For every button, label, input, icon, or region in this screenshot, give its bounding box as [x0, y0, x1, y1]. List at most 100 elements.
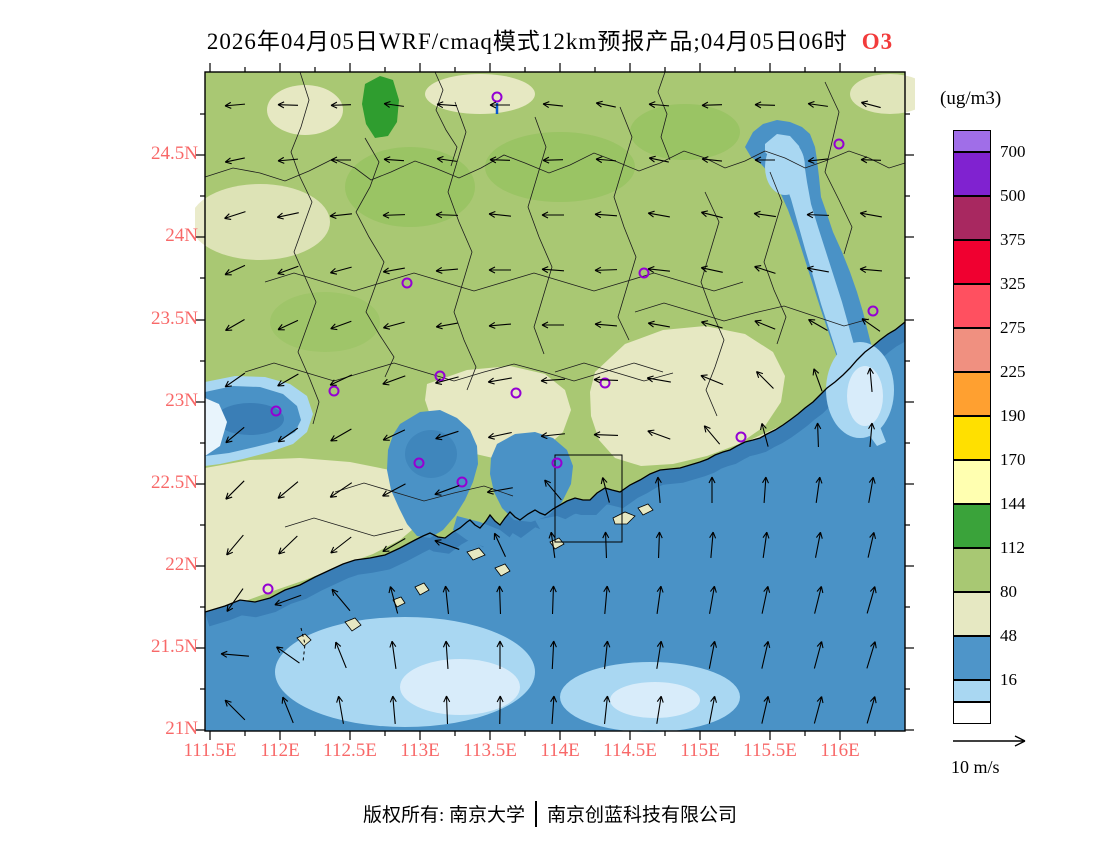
wind-arrow-icon [277, 481, 299, 499]
wind-arrow-icon [224, 372, 246, 388]
wind-arrow-icon [435, 376, 459, 385]
wind-arrow-icon [656, 640, 664, 669]
wind-arrow-icon [226, 534, 244, 556]
wind-arrow-icon [330, 428, 352, 442]
wind-arrow-icon [487, 431, 512, 440]
wind-arrow-icon [493, 532, 506, 558]
lat-label: 23N [165, 390, 198, 411]
lon-label: 114.5E [603, 740, 657, 761]
station-marker-icon [638, 267, 650, 279]
colorbar-value: 190 [1000, 406, 1026, 425]
station-marker-icon [599, 377, 611, 389]
contour-fill [765, 139, 805, 195]
wind-arrow-icon [330, 266, 352, 275]
wind-arrow-icon [542, 101, 564, 109]
colorbar-box [953, 504, 991, 548]
colorbar-value: 112 [1000, 538, 1025, 557]
colorbar-unit-label: (ug/m3) [940, 88, 1002, 109]
colorbar-box [953, 328, 991, 372]
wind-arrow-icon [708, 640, 718, 669]
colorbar-value: 16 [1000, 670, 1017, 689]
wind-arrow-icon [594, 266, 618, 274]
colorbar-value: 225 [1000, 362, 1026, 381]
station-marker-icon [413, 457, 425, 469]
wind-arrow-icon [489, 101, 510, 109]
wind-arrow-icon [487, 377, 512, 385]
wind-arrow-icon [703, 425, 721, 445]
wind-arrow-icon [544, 479, 562, 501]
wind-arrow-icon [700, 265, 723, 273]
station-marker-icon [434, 370, 446, 382]
colorbar-box [953, 372, 991, 416]
wind-arrow-icon [442, 640, 450, 670]
wind-arrow-icon [434, 539, 460, 550]
wind-arrow-icon [220, 650, 249, 658]
wind-arrow-icon [277, 427, 299, 443]
contour-fill [425, 74, 535, 114]
admin-boundary-line [434, 71, 458, 167]
wind-arrow-icon [708, 476, 716, 503]
colorbar-box [953, 548, 991, 592]
wind-arrow-icon [488, 321, 512, 329]
wind-arrow-icon [813, 696, 824, 724]
wind-arrow-icon [278, 535, 298, 555]
wind-arrow-icon [868, 422, 876, 448]
wind-arrow-icon [488, 210, 511, 218]
wind-arrow-icon [754, 101, 776, 109]
wind-arrow-icon [329, 482, 353, 498]
wind-arrow-icon [435, 322, 458, 330]
lat-label: 23.5N [151, 308, 198, 329]
wind-arrow-icon [760, 423, 769, 447]
admin-boundary-line [284, 517, 404, 537]
wind-arrow-icon [860, 100, 881, 109]
wind-arrow-icon [807, 156, 829, 164]
station-marker-icon [510, 387, 522, 399]
wind-arrow-icon [224, 157, 245, 165]
colorbar-box [953, 460, 991, 504]
contour-fill [535, 516, 577, 542]
wind-arrow-icon [382, 483, 406, 497]
page-title: 2026年04月05日WRF/cmaq模式12km预报产品;04月05日06时 O… [0, 22, 1100, 56]
wind-arrow-icon [594, 211, 618, 219]
colorbar-value: 48 [1000, 626, 1017, 645]
wind-arrow-icon [806, 211, 830, 219]
contour-fill [610, 682, 700, 718]
station-marker-icon [833, 138, 845, 150]
admin-boundary-line [657, 71, 671, 161]
wind-arrow-icon [277, 265, 299, 276]
wind-arrow-icon [336, 695, 344, 724]
wind-arrow-icon [224, 211, 246, 220]
wind-arrow-icon [815, 476, 823, 503]
wind-arrow-icon [388, 586, 399, 614]
wind-arrow-icon [540, 432, 565, 440]
wind-arrow-icon [435, 430, 459, 441]
wind-arrow-icon [761, 585, 771, 614]
wind-arrow-icon [224, 264, 246, 276]
contour-fill [400, 659, 520, 715]
lon-label: 113E [400, 740, 440, 761]
wind-arrow-icon [225, 426, 245, 444]
island-outline [414, 582, 430, 596]
wind-arrow-icon [277, 319, 299, 331]
wind-arrow-icon [330, 156, 351, 164]
wind-arrow-icon [331, 588, 351, 612]
title-text: 2026年04月05日WRF/cmaq模式12km预报产品;04月05日06时 [206, 29, 848, 54]
admin-boundary-line [700, 191, 725, 417]
lon-label: 112E [260, 740, 300, 761]
copyright-footer: 版权所有: 南京大学 南京创蓝科技有限公司 [0, 800, 1100, 827]
admin-boundary-line [763, 171, 787, 345]
station-marker-icon [262, 583, 274, 595]
wind-arrow-icon [648, 155, 669, 163]
wind-arrow-icon [762, 531, 770, 558]
station-marker-icon [867, 305, 879, 317]
contour-fill [630, 104, 740, 160]
admin-boundary-line [447, 101, 477, 391]
station-marker-icon [735, 431, 747, 443]
wind-arrow-icon [761, 696, 771, 724]
wind-arrow-icon [488, 266, 511, 274]
admin-boundary-line [204, 150, 906, 182]
wind-arrow-icon [382, 267, 405, 275]
wind-arrow-icon [224, 101, 246, 109]
lat-axis: 24.5N 24N 23.5N 23N 22.5N 22N 21.5N 21N [100, 0, 198, 850]
